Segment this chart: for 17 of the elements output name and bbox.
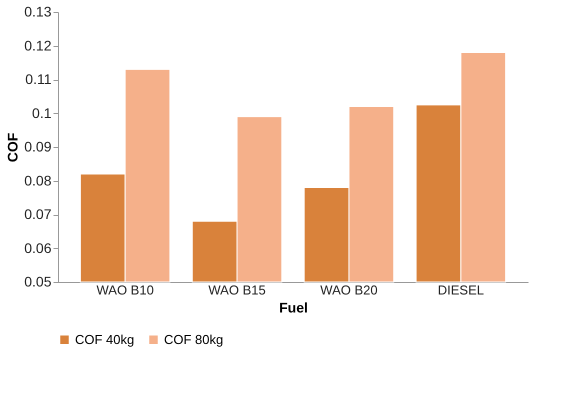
x-tick-label: WAO B20 xyxy=(320,282,378,298)
y-tick-label: 0.07 xyxy=(24,206,52,222)
y-tick-label: 0.13 xyxy=(24,4,52,20)
x-tick-label: WAO B10 xyxy=(96,282,154,298)
x-tick-label: WAO B15 xyxy=(208,282,266,298)
y-axis-title: COF xyxy=(4,132,20,162)
y-tick-label: 0.1 xyxy=(32,104,52,121)
legend-label: COF 80kg xyxy=(164,332,224,347)
legend-label: COF 40kg xyxy=(75,332,134,347)
x-axis-title: Fuel xyxy=(279,300,308,316)
y-tick-label: 0.11 xyxy=(25,71,52,87)
y-tick-label: 0.08 xyxy=(24,172,52,188)
y-tick-label: 0.06 xyxy=(24,240,52,256)
y-tick-label: 0.05 xyxy=(24,274,52,290)
x-tick-label: DIESEL xyxy=(438,282,484,298)
y-tick-label: 0.12 xyxy=(24,37,52,54)
y-tick-label: 0.09 xyxy=(24,138,52,154)
